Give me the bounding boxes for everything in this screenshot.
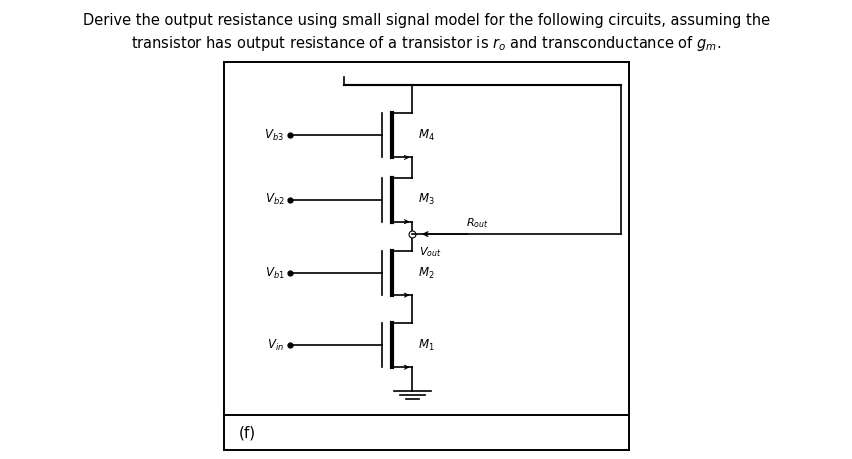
Text: $M_3$: $M_3$ <box>417 192 435 207</box>
Text: transistor has output resistance of a transistor is $r_o$ and transconductance o: transistor has output resistance of a tr… <box>131 34 721 53</box>
Text: $V_{b1}$: $V_{b1}$ <box>264 266 284 280</box>
Text: Derive the output resistance using small signal model for the following circuits: Derive the output resistance using small… <box>83 13 769 28</box>
Text: (f): (f) <box>239 425 256 440</box>
Text: $V_{b3}$: $V_{b3}$ <box>264 128 284 143</box>
Text: $M_1$: $M_1$ <box>417 338 435 353</box>
Text: $R_{out}$: $R_{out}$ <box>466 216 488 230</box>
Text: $M_4$: $M_4$ <box>417 128 435 143</box>
Text: $V_{out}$: $V_{out}$ <box>418 246 441 259</box>
Text: $M_2$: $M_2$ <box>417 266 435 280</box>
Text: $V_{in}$: $V_{in}$ <box>267 338 284 353</box>
Text: $V_{b2}$: $V_{b2}$ <box>264 192 284 207</box>
